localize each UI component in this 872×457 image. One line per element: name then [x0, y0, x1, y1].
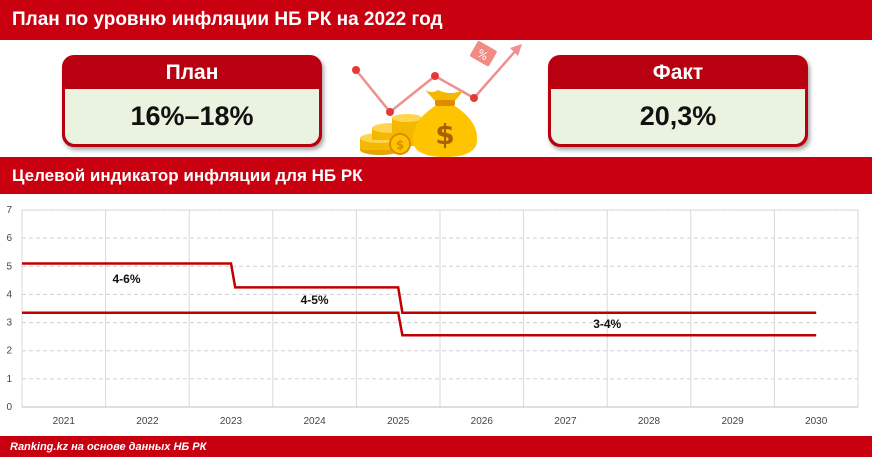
percent-tag-icon: %: [470, 41, 497, 67]
range-label: 4-5%: [301, 293, 329, 307]
plan-card: План 16%–18%: [62, 55, 322, 147]
y-tick-label: 0: [6, 402, 12, 413]
plan-value: 16%–18%: [65, 89, 319, 144]
coin-stack-icon: $: [360, 114, 422, 155]
fact-value: 20,3%: [551, 89, 805, 144]
x-tick-label: 2028: [638, 416, 661, 427]
y-tick-label: 5: [6, 261, 12, 272]
page-title-banner: План по уровню инфляции НБ РК на 2022 го…: [0, 0, 872, 40]
fact-card: Факт 20,3%: [548, 55, 808, 147]
plan-label: План: [165, 61, 219, 84]
y-tick-label: 3: [6, 318, 12, 329]
upper-bound-line: [22, 262, 817, 314]
x-tick-label: 2022: [136, 416, 159, 427]
page-title: План по уровню инфляции НБ РК на 2022 го…: [12, 9, 443, 30]
x-tick-label: 2030: [805, 416, 828, 427]
source-text: Ranking.kz на основе данных НБ РК: [10, 440, 207, 453]
x-tick-label: 2023: [220, 416, 243, 427]
x-tick-label: 2026: [471, 416, 494, 427]
source-footer: Ranking.kz на основе данных НБ РК: [0, 436, 872, 457]
y-tick-label: 2: [6, 346, 12, 357]
y-tick-label: 7: [6, 205, 12, 216]
x-tick-label: 2029: [721, 416, 744, 427]
svg-text:$: $: [396, 138, 404, 152]
x-tick-label: 2021: [53, 416, 76, 427]
y-tick-label: 1: [6, 374, 12, 385]
x-tick-label: 2024: [303, 416, 326, 427]
x-tick-label: 2027: [554, 416, 577, 427]
section-title-banner: Целевой индикатор инфляции для НБ РК: [0, 157, 872, 194]
range-label: 3-4%: [593, 317, 621, 331]
svg-text:$: $: [435, 118, 454, 151]
inflation-target-chart: 0 1 2 3 4 5 6 7 2021 2022 2023 2024 2025 2026 2027 2028…: [6, 205, 859, 427]
money-bag-icon: $: [412, 90, 478, 157]
lower-bound-line: [22, 311, 817, 337]
range-label: 4-6%: [112, 272, 140, 286]
section-title: Целевой индикатор инфляции для НБ РК: [12, 165, 363, 185]
x-tick-label: 2025: [387, 416, 410, 427]
y-tick-label: 6: [6, 233, 12, 244]
fact-label: Факт: [652, 61, 704, 84]
illustration: % $ $: [352, 41, 522, 157]
trend-arrow-icon: [352, 44, 522, 116]
y-tick-label: 4: [6, 289, 12, 300]
